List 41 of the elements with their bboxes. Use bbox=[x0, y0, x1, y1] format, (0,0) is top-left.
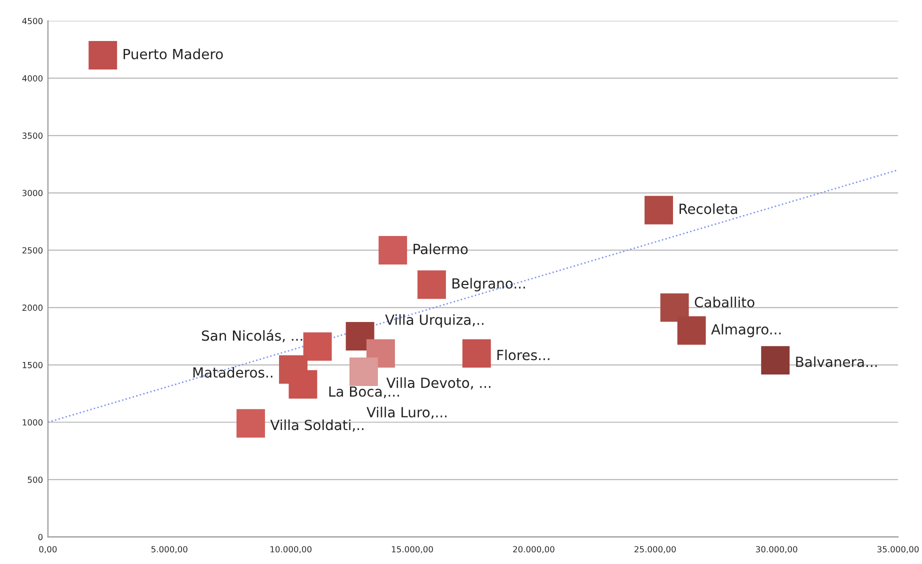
annotation: Puerto Madero bbox=[124, 48, 223, 60]
x-tick-label: 0,00 bbox=[39, 546, 57, 554]
y-tick-label: 4000 bbox=[22, 75, 43, 82]
annotation: Villa Urquiza,.. bbox=[385, 314, 484, 328]
point bbox=[677, 316, 706, 345]
x-tick-label: 20.000,00 bbox=[513, 546, 554, 554]
annotation: Flores... bbox=[497, 349, 550, 360]
point bbox=[349, 358, 378, 386]
annotation: Recoleta bbox=[680, 203, 738, 214]
y-tick-label: 3500 bbox=[22, 132, 43, 139]
point bbox=[660, 293, 689, 322]
point bbox=[303, 332, 332, 361]
x-tick-label: 5.000,00 bbox=[151, 546, 188, 554]
y-tick-label: 500 bbox=[28, 476, 43, 483]
x-tick-label: 10.000,00 bbox=[270, 546, 312, 554]
annotation: Balvanera... bbox=[796, 356, 877, 368]
annotation: Palermo bbox=[414, 244, 468, 254]
y-tick-label: 1500 bbox=[22, 362, 43, 368]
y-tick-label: 4500 bbox=[22, 18, 43, 24]
annotation: Almagro... bbox=[711, 324, 781, 338]
y-tick-label: 0 bbox=[38, 534, 43, 540]
x-tick-label: 35.000,00 bbox=[877, 546, 919, 554]
point bbox=[378, 236, 408, 264]
point bbox=[644, 196, 674, 224]
y-tick-label: 2500 bbox=[22, 247, 43, 254]
annotation: Villa Luro,... bbox=[366, 406, 447, 419]
point bbox=[288, 370, 318, 399]
point bbox=[761, 346, 790, 375]
y-tick-label: 1000 bbox=[22, 419, 43, 426]
point bbox=[88, 41, 118, 70]
x-tick-label: 25.000,00 bbox=[634, 546, 676, 554]
point bbox=[417, 270, 446, 299]
annotation: Caballito bbox=[694, 296, 754, 308]
y-tick-label: 3000 bbox=[22, 190, 43, 196]
x-tick-label: 30.000,00 bbox=[756, 546, 798, 554]
annotation: Villa Soldati,.. bbox=[270, 419, 364, 432]
annotation: San Nicolás, ... bbox=[202, 330, 302, 342]
y-tick-label: 2000 bbox=[22, 304, 43, 311]
point bbox=[236, 409, 265, 438]
x-tick-label: 15.000,00 bbox=[392, 546, 433, 554]
point bbox=[462, 339, 491, 368]
